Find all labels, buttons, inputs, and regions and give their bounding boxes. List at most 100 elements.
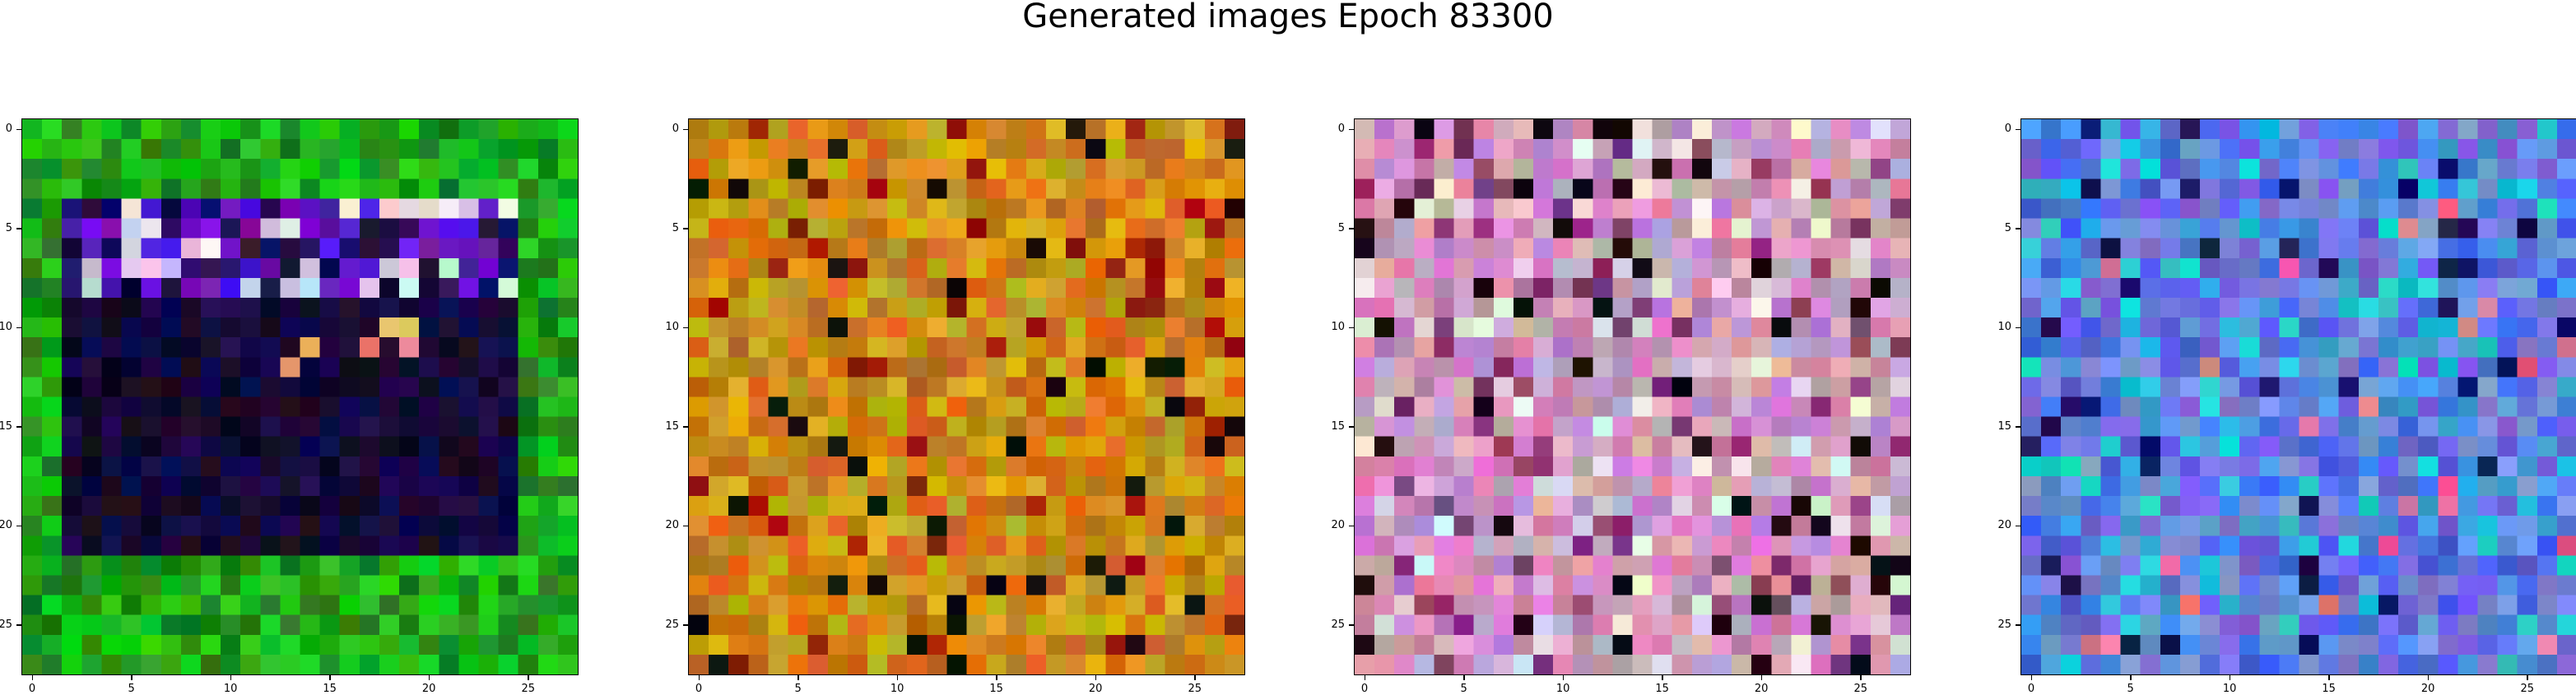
y-tick-label: 25 <box>1997 618 2011 631</box>
y-tick-mark <box>2016 426 2021 428</box>
y-tick-mark <box>683 327 689 329</box>
x-tick-mark <box>1364 674 1366 680</box>
x-tick-mark <box>2427 674 2430 680</box>
y-tick-mark <box>1349 228 1355 229</box>
x-tick-label: 20 <box>421 683 436 695</box>
y-tick-label: 20 <box>0 519 12 532</box>
x-tick-mark <box>131 674 133 680</box>
figure-title: Generated images Epoch 83300 <box>1022 0 1554 35</box>
y-tick-mark <box>2016 624 2021 626</box>
y-tick-label: 20 <box>665 519 679 532</box>
x-tick-label: 5 <box>2127 683 2134 695</box>
y-tick-label: 15 <box>0 419 12 433</box>
y-tick-mark <box>1349 128 1355 131</box>
y-tick-mark <box>683 228 689 229</box>
x-tick-label: 25 <box>521 683 535 695</box>
x-tick-mark <box>896 674 899 680</box>
x-tick-label: 10 <box>223 683 238 695</box>
y-tick-label: 5 <box>1337 221 1345 234</box>
x-tick-label: 15 <box>323 683 337 695</box>
y-tick-label: 5 <box>672 221 679 234</box>
x-tick-mark <box>528 674 529 680</box>
x-tick-mark <box>31 674 34 680</box>
y-tick-mark <box>1349 624 1355 626</box>
image-panel-3: 0 5 10 15 20 25 0 5 10 15 20 25 <box>1331 118 1911 695</box>
y-tick-mark <box>16 228 22 229</box>
x-tick-label: 20 <box>1088 683 1103 695</box>
x-tick-mark <box>2030 674 2033 680</box>
x-tick-label: 0 <box>695 683 703 695</box>
y-tick-mark <box>16 525 22 527</box>
y-tick-mark <box>683 128 689 131</box>
x-tick-label: 0 <box>2027 683 2035 695</box>
y-tick-label: 15 <box>1331 419 1345 433</box>
x-tick-label: 15 <box>2322 683 2336 695</box>
x-tick-label: 15 <box>989 683 1003 695</box>
generated-image-1 <box>21 118 579 675</box>
x-tick-mark <box>2229 674 2231 680</box>
y-tick-mark <box>2016 128 2021 131</box>
y-tick-mark <box>16 624 22 626</box>
y-tick-label: 0 <box>672 123 679 136</box>
y-tick-mark <box>683 525 689 527</box>
x-tick-mark <box>1662 674 1663 680</box>
y-tick-label: 10 <box>1997 321 2011 334</box>
x-tick-label: 25 <box>1188 683 1202 695</box>
x-tick-label: 10 <box>890 683 904 695</box>
y-tick-label: 5 <box>5 221 12 234</box>
y-tick-mark <box>2016 525 2021 527</box>
x-tick-mark <box>797 674 799 680</box>
image-panel-2: 0 5 10 15 20 25 0 5 10 15 20 25 <box>665 118 1245 695</box>
x-tick-mark <box>329 674 331 680</box>
y-tick-mark <box>1349 426 1355 428</box>
x-tick-label: 5 <box>128 683 135 695</box>
y-tick-mark <box>1349 525 1355 527</box>
x-tick-mark <box>1463 674 1465 680</box>
x-tick-label: 15 <box>1655 683 1669 695</box>
generated-image-3 <box>1354 118 1911 675</box>
y-tick-mark <box>683 624 689 626</box>
x-tick-label: 0 <box>1360 683 1369 695</box>
y-tick-label: 0 <box>1337 123 1345 136</box>
y-tick-label: 25 <box>1331 618 1345 631</box>
x-tick-label: 10 <box>1555 683 1570 695</box>
x-tick-label: 25 <box>1853 683 1867 695</box>
x-tick-mark <box>428 674 430 680</box>
y-tick-label: 0 <box>5 123 12 136</box>
x-tick-label: 5 <box>1460 683 1467 695</box>
y-tick-label: 10 <box>1331 321 1345 334</box>
x-tick-label: 20 <box>2420 683 2435 695</box>
x-tick-mark <box>2328 674 2330 680</box>
x-tick-mark <box>1860 674 1862 680</box>
y-tick-label: 20 <box>1997 519 2011 532</box>
y-tick-mark <box>2016 327 2021 329</box>
generated-image-4 <box>2020 118 2576 675</box>
y-tick-mark <box>16 327 22 329</box>
generated-image-2 <box>688 118 1245 675</box>
x-tick-mark <box>2130 674 2132 680</box>
y-tick-mark <box>16 426 22 428</box>
x-tick-label: 5 <box>794 683 802 695</box>
x-tick-label: 0 <box>28 683 36 695</box>
y-tick-label: 15 <box>1997 419 2011 433</box>
x-tick-label: 20 <box>1754 683 1769 695</box>
y-tick-label: 10 <box>665 321 679 334</box>
x-tick-mark <box>230 674 232 680</box>
x-tick-label: 10 <box>2222 683 2237 695</box>
x-tick-mark <box>996 674 997 680</box>
x-tick-mark <box>1095 674 1097 680</box>
y-tick-label: 0 <box>2004 123 2011 136</box>
x-tick-mark <box>1760 674 1763 680</box>
y-tick-mark <box>1349 327 1355 329</box>
y-tick-label: 25 <box>0 618 12 631</box>
y-tick-label: 20 <box>1331 519 1345 532</box>
image-panel-4: 0 5 10 15 20 25 0 5 10 15 20 25 <box>1997 118 2576 695</box>
image-panel-1: 0 5 10 15 20 25 0 5 10 15 20 25 <box>0 118 579 695</box>
x-tick-mark <box>698 674 700 680</box>
y-tick-label: 5 <box>2004 221 2011 234</box>
x-tick-mark <box>1194 674 1196 680</box>
y-tick-label: 25 <box>665 618 679 631</box>
y-tick-mark <box>16 128 22 131</box>
x-tick-label: 25 <box>2520 683 2534 695</box>
x-tick-mark <box>1562 674 1565 680</box>
